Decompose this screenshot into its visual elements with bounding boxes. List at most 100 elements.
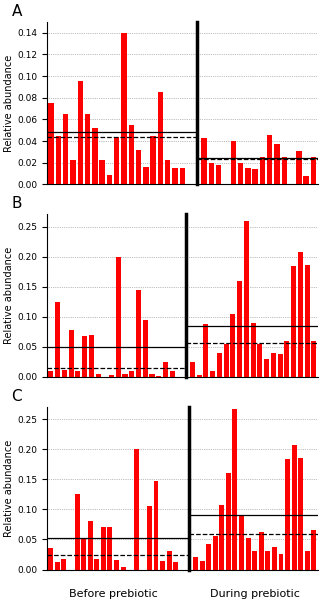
Bar bbox=[134, 449, 139, 569]
Bar bbox=[272, 547, 277, 569]
Bar bbox=[108, 527, 112, 569]
Bar bbox=[170, 371, 175, 377]
Bar bbox=[202, 138, 207, 184]
Bar bbox=[305, 551, 310, 569]
Bar bbox=[237, 281, 242, 377]
Bar bbox=[213, 536, 218, 569]
Bar bbox=[231, 141, 236, 184]
Bar bbox=[291, 266, 296, 377]
Bar bbox=[116, 257, 121, 377]
Bar bbox=[259, 532, 264, 569]
Bar bbox=[99, 160, 105, 184]
Bar bbox=[136, 149, 141, 184]
Bar bbox=[206, 544, 211, 569]
Bar bbox=[193, 557, 198, 569]
Bar bbox=[109, 375, 114, 377]
Bar bbox=[55, 302, 60, 377]
Bar bbox=[75, 494, 80, 569]
Bar bbox=[143, 167, 149, 184]
Bar bbox=[216, 165, 222, 184]
Bar bbox=[257, 344, 262, 377]
Bar bbox=[121, 566, 126, 569]
Bar bbox=[69, 330, 74, 377]
Bar bbox=[209, 163, 214, 184]
Bar bbox=[96, 374, 100, 377]
Bar bbox=[94, 559, 99, 569]
Bar bbox=[154, 481, 158, 569]
Bar bbox=[88, 521, 93, 569]
Bar bbox=[292, 445, 297, 569]
Bar bbox=[305, 265, 309, 377]
Bar bbox=[70, 160, 76, 184]
Bar bbox=[226, 473, 231, 569]
Text: C: C bbox=[12, 389, 22, 404]
Bar bbox=[122, 374, 128, 377]
Text: Before prebiotic: Before prebiotic bbox=[69, 589, 157, 599]
Bar bbox=[121, 33, 127, 184]
Bar bbox=[197, 375, 202, 377]
Bar bbox=[62, 370, 67, 377]
Bar bbox=[252, 169, 258, 184]
Bar bbox=[75, 371, 80, 377]
Bar bbox=[239, 515, 244, 569]
Bar bbox=[101, 527, 106, 569]
Bar bbox=[246, 538, 251, 569]
Bar bbox=[114, 560, 119, 569]
Bar bbox=[92, 128, 98, 184]
Bar bbox=[129, 371, 134, 377]
Bar bbox=[180, 168, 185, 184]
Bar bbox=[82, 336, 87, 377]
Bar bbox=[48, 371, 53, 377]
Y-axis label: Relative abundance: Relative abundance bbox=[4, 247, 14, 344]
Bar bbox=[143, 320, 148, 377]
Bar bbox=[172, 168, 178, 184]
Bar bbox=[238, 163, 243, 184]
Bar bbox=[260, 157, 265, 184]
Bar bbox=[217, 353, 222, 377]
Bar bbox=[271, 353, 276, 377]
Bar bbox=[223, 344, 229, 377]
Bar bbox=[81, 539, 86, 569]
Bar bbox=[252, 551, 257, 569]
Bar bbox=[149, 374, 155, 377]
Bar bbox=[156, 376, 161, 377]
Bar bbox=[89, 335, 94, 377]
Bar bbox=[200, 561, 204, 569]
Y-axis label: Relative abundance: Relative abundance bbox=[4, 440, 14, 537]
Bar bbox=[298, 458, 303, 569]
Bar bbox=[278, 354, 283, 377]
Bar bbox=[311, 341, 316, 377]
Bar bbox=[107, 175, 112, 184]
Bar bbox=[165, 160, 170, 184]
Bar bbox=[311, 157, 316, 184]
Bar bbox=[163, 362, 168, 377]
Bar bbox=[85, 114, 90, 184]
Bar bbox=[62, 559, 66, 569]
Bar bbox=[114, 137, 119, 184]
Text: During prebiotic: During prebiotic bbox=[210, 589, 299, 599]
Bar bbox=[78, 82, 83, 184]
Bar bbox=[56, 136, 61, 184]
Bar bbox=[232, 409, 237, 569]
Bar bbox=[55, 562, 60, 569]
Bar bbox=[311, 530, 316, 569]
Bar bbox=[264, 359, 269, 377]
Bar bbox=[265, 551, 270, 569]
Bar bbox=[274, 144, 280, 184]
Bar bbox=[245, 168, 251, 184]
Bar bbox=[281, 157, 287, 184]
Bar bbox=[303, 176, 309, 184]
Bar bbox=[251, 323, 256, 377]
Bar bbox=[204, 324, 208, 377]
Bar bbox=[48, 548, 53, 569]
Text: A: A bbox=[12, 4, 22, 19]
Bar bbox=[230, 314, 235, 377]
Bar bbox=[210, 371, 215, 377]
Y-axis label: Relative abundance: Relative abundance bbox=[4, 55, 14, 152]
Bar bbox=[160, 560, 165, 569]
Bar bbox=[136, 290, 141, 377]
Text: B: B bbox=[12, 196, 22, 211]
Bar bbox=[158, 92, 163, 184]
Bar bbox=[63, 114, 69, 184]
Bar bbox=[48, 103, 54, 184]
